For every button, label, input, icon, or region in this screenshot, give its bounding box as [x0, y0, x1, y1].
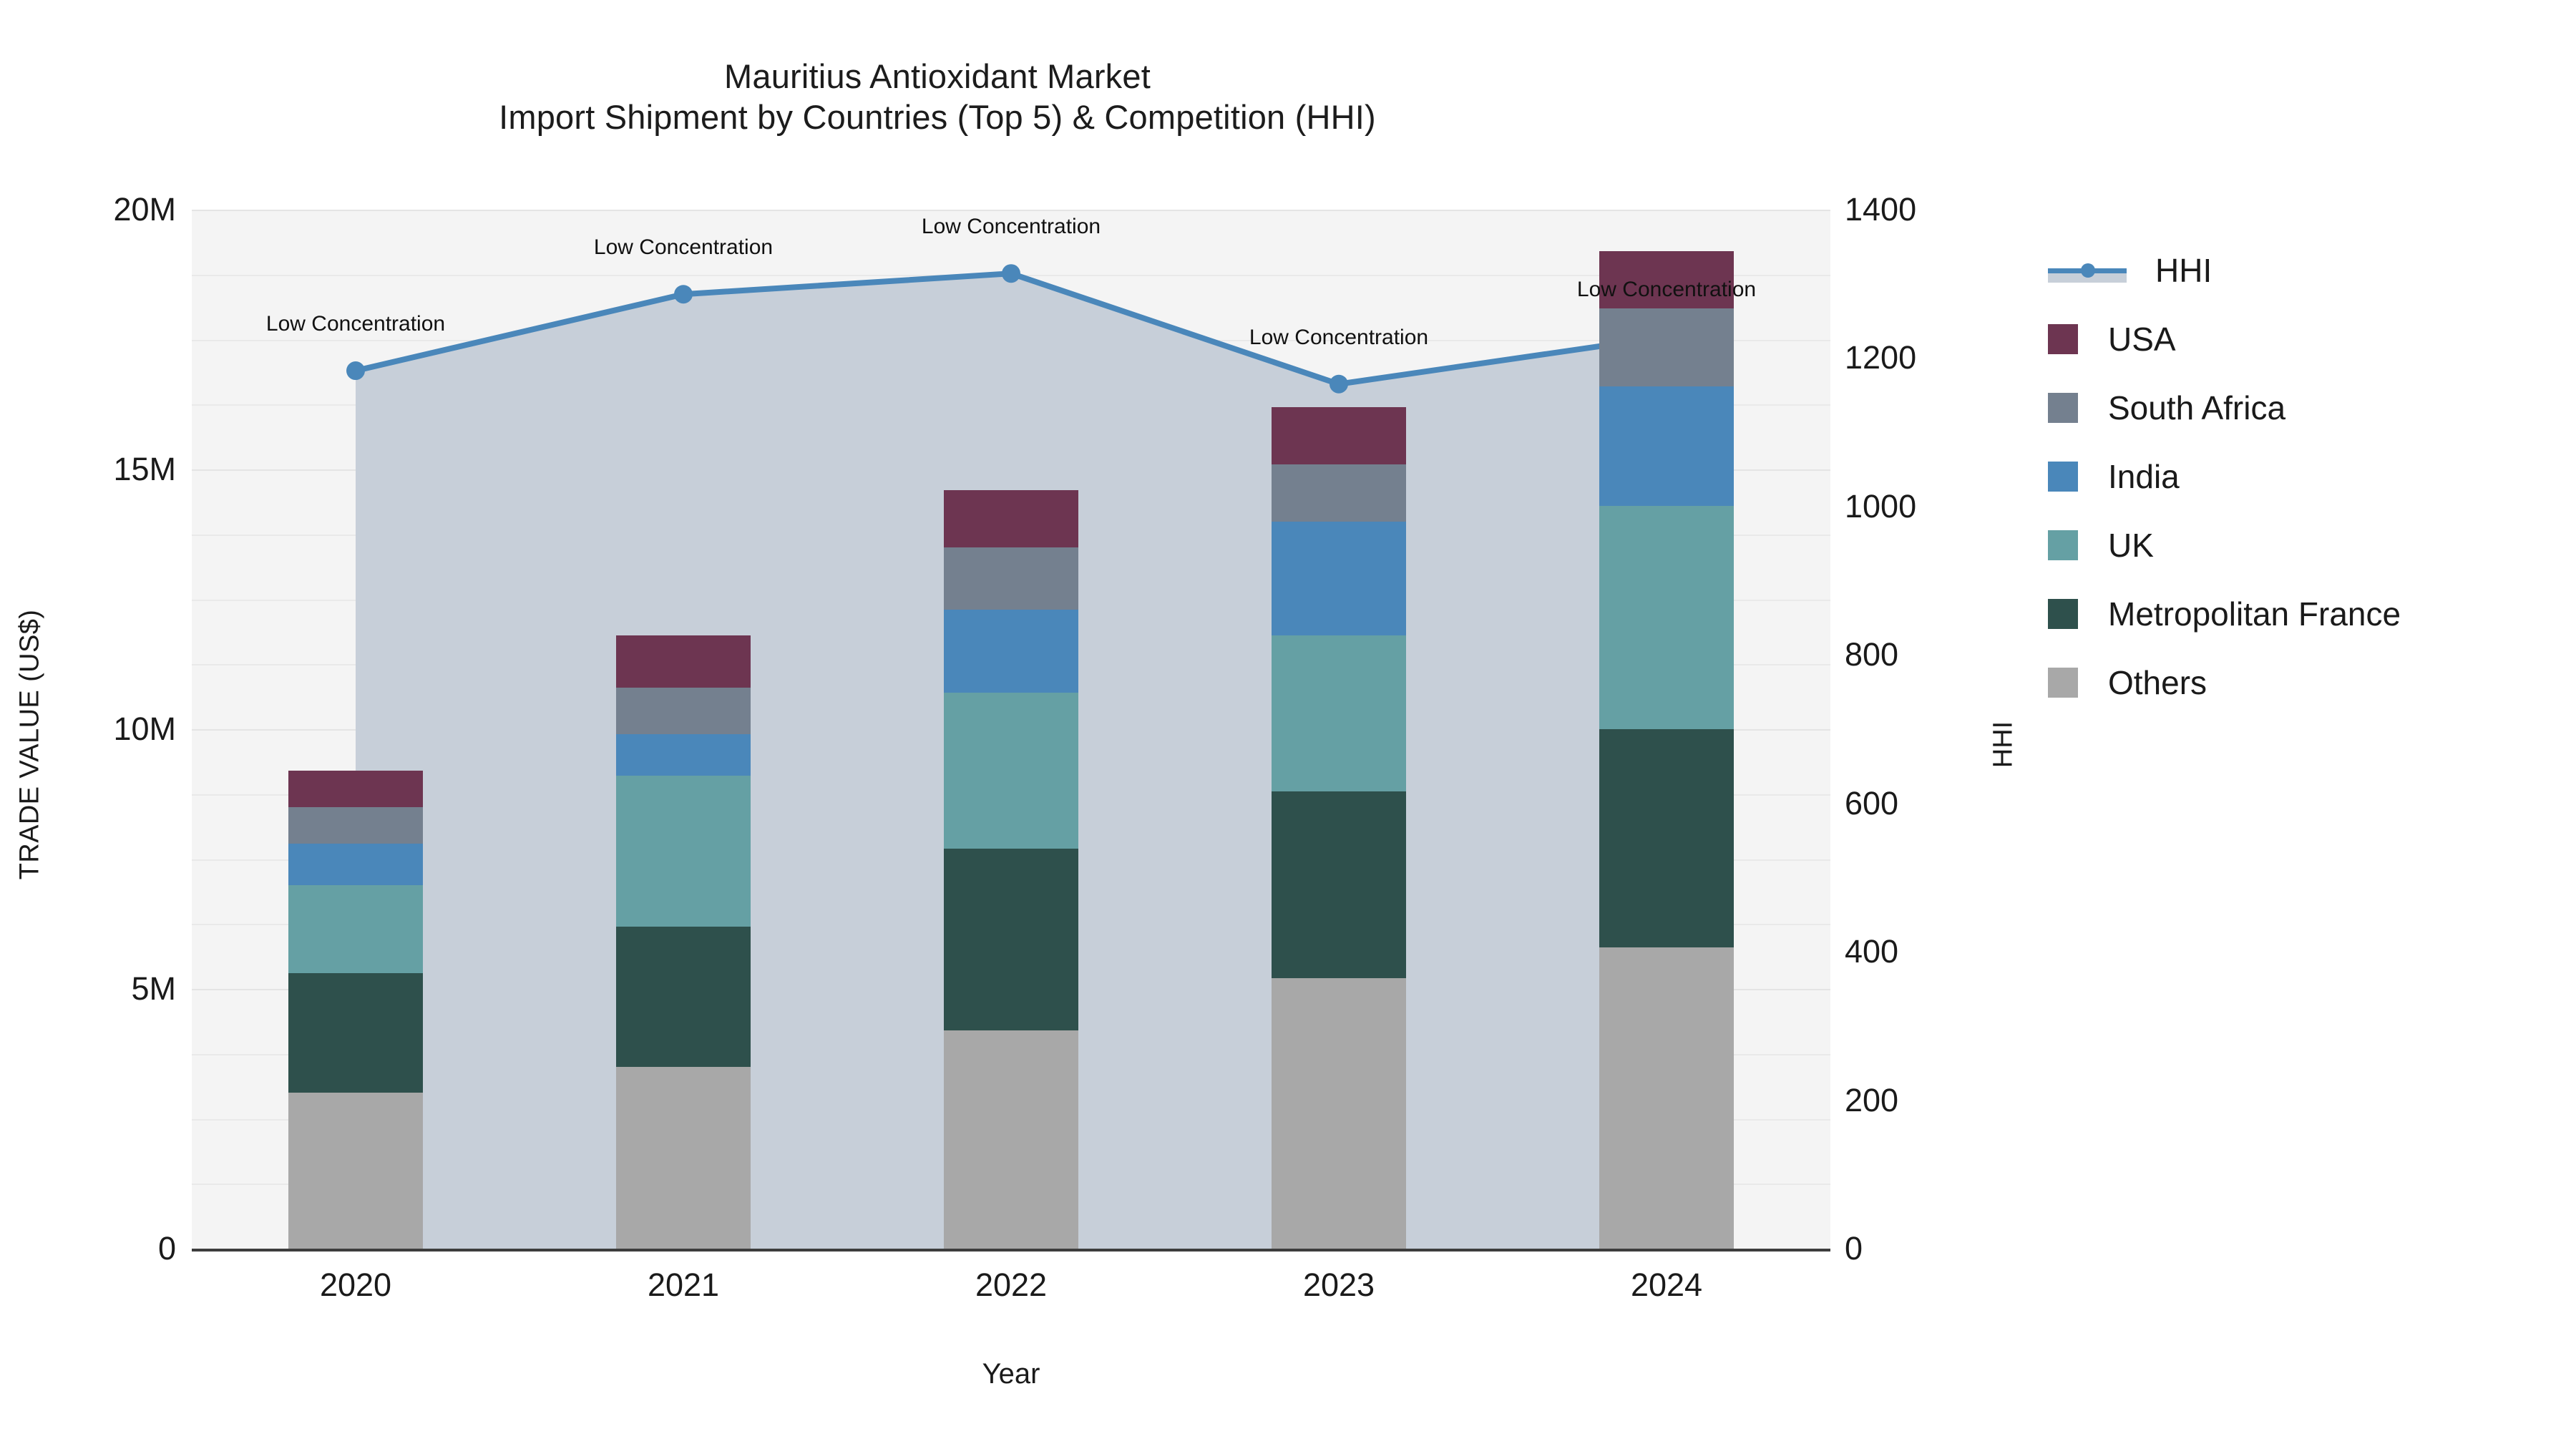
y-tick-label-right: 1400 [1845, 191, 1917, 228]
legend-color-swatch [2048, 324, 2078, 354]
bar-group [1272, 210, 1406, 1249]
bar-segment[interactable] [288, 843, 423, 885]
y-tick-label-left: 0 [157, 1230, 176, 1267]
x-tick-label: 2021 [647, 1267, 720, 1303]
bar-series-layer [192, 210, 1830, 1249]
bar-segment[interactable] [944, 490, 1078, 547]
y-axis-label-right: HHI [1988, 721, 2019, 769]
legend-item-south-africa[interactable]: South Africa [2048, 374, 2401, 442]
bar-segment[interactable] [1599, 729, 1734, 947]
bar-segment[interactable] [616, 926, 751, 1067]
y-tick-label-right: 800 [1845, 636, 1899, 673]
bar-segment[interactable] [1599, 386, 1734, 506]
annotation-low-concentration: Low Concentration [1576, 278, 1757, 302]
bar-segment[interactable] [944, 693, 1078, 849]
legend-item-label: Others [2108, 664, 2207, 701]
annotation-low-concentration: Low Concentration [265, 312, 446, 336]
legend-line-marker [2048, 255, 2127, 286]
y-tick-label-left: 20M [113, 191, 176, 228]
hhi-marker[interactable] [674, 285, 693, 304]
y-tick-label-right: 600 [1845, 784, 1899, 821]
chart-title: Mauritius Antioxidant Market [724, 57, 1151, 95]
bar-segment[interactable] [288, 1093, 423, 1249]
bar-group [616, 210, 751, 1249]
legend-item-metropolitan-france[interactable]: Metropolitan France [2048, 580, 2401, 648]
bar-segment[interactable] [944, 849, 1078, 1031]
bar-segment[interactable] [616, 687, 751, 735]
legend-item-uk[interactable]: UK [2048, 511, 2401, 580]
legend-item-label: HHI [2155, 252, 2212, 289]
annotation-low-concentration: Low Concentration [921, 215, 1101, 239]
bar-group [944, 210, 1078, 1249]
x-tick-label: 2024 [1630, 1267, 1703, 1303]
y-tick-label-right: 200 [1845, 1081, 1899, 1118]
bar-segment[interactable] [1272, 791, 1406, 979]
legend: HHI USA South Africa India UK Metropolitan Fr… [2048, 236, 2401, 717]
bar-segment[interactable] [944, 547, 1078, 610]
y-tick-label-right: 400 [1845, 933, 1899, 970]
legend-item-label: India [2108, 458, 2180, 495]
legend-color-swatch [2048, 599, 2078, 629]
bar-segment[interactable] [944, 1030, 1078, 1249]
x-axis-label: Year [982, 1358, 1040, 1390]
annotation-low-concentration: Low Concentration [593, 235, 774, 260]
bar-group [1599, 210, 1734, 1249]
bar-segment[interactable] [1272, 635, 1406, 792]
legend-area-swatch [2048, 273, 2127, 283]
bar-group [288, 210, 423, 1249]
bar-segment[interactable] [616, 734, 751, 776]
gridline [192, 210, 1830, 211]
y-tick-label-left: 15M [113, 451, 176, 487]
legend-item-label: USA [2108, 321, 2176, 358]
x-tick-label: 2023 [1302, 1267, 1375, 1303]
chart-subtitle: Import Shipment by Countries (Top 5) & C… [499, 98, 1376, 137]
bar-segment[interactable] [1599, 505, 1734, 729]
legend-item-others[interactable]: Others [2048, 648, 2401, 717]
annotation-low-concentration: Low Concentration [1249, 325, 1429, 349]
hhi-marker[interactable] [1002, 264, 1020, 283]
bar-segment[interactable] [1272, 464, 1406, 522]
bar-segment[interactable] [944, 610, 1078, 693]
hhi-marker[interactable] [346, 361, 365, 381]
bar-segment[interactable] [1599, 308, 1734, 386]
bar-segment[interactable] [1599, 947, 1734, 1249]
x-tick-label: 2020 [319, 1267, 392, 1303]
y-tick-label-right: 1200 [1845, 339, 1917, 376]
y-tick-label-left: 10M [113, 711, 176, 747]
bar-segment[interactable] [1272, 406, 1406, 464]
y-tick-label-right: 0 [1845, 1230, 1863, 1267]
bar-segment[interactable] [288, 771, 423, 807]
bar-segment[interactable] [616, 1066, 751, 1249]
y-axis-label-left: TRADE VALUE (US$) [14, 609, 45, 880]
legend-item-label: South Africa [2108, 389, 2286, 426]
x-tick-label: 2022 [975, 1267, 1048, 1303]
y-tick-label-left: 5M [131, 970, 176, 1007]
bar-segment[interactable] [1599, 251, 1734, 308]
plot-area: Low Concentration Low Concentration Low Co… [192, 210, 1830, 1250]
legend-item-usa[interactable]: USA [2048, 305, 2401, 374]
bar-segment[interactable] [288, 884, 423, 974]
legend-color-swatch [2048, 393, 2078, 423]
y-tick-label-right: 1000 [1845, 487, 1917, 525]
bar-segment[interactable] [1272, 521, 1406, 636]
x-axis-line [192, 1249, 1830, 1252]
legend-item-india[interactable]: India [2048, 442, 2401, 511]
legend-item-label: UK [2108, 527, 2154, 564]
legend-color-swatch [2048, 462, 2078, 492]
legend-item-label: Metropolitan France [2108, 595, 2401, 633]
bar-segment[interactable] [616, 776, 751, 927]
legend-dot-marker [2081, 263, 2095, 278]
hhi-marker[interactable] [1330, 374, 1348, 394]
bar-segment[interactable] [1272, 978, 1406, 1249]
legend-item-hhi[interactable]: HHI [2048, 236, 2401, 305]
legend-color-swatch [2048, 668, 2078, 698]
legend-color-swatch [2048, 530, 2078, 560]
chart-title-block: Mauritius Antioxidant Market Import Ship… [0, 56, 1875, 138]
bar-segment[interactable] [288, 806, 423, 844]
bar-segment[interactable] [616, 635, 751, 688]
bar-segment[interactable] [288, 973, 423, 1093]
